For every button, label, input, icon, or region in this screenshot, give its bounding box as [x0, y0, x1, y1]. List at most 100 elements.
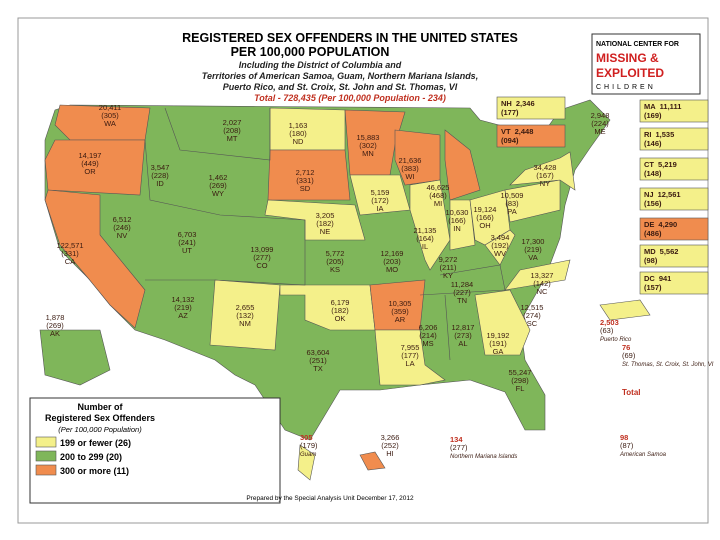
state-rate: (166) — [476, 213, 494, 222]
logo-text: NATIONAL CENTER FOR — [596, 41, 679, 48]
alaska — [39, 329, 111, 386]
title-line: REGISTERED SEX OFFENDERS IN THE UNITED S… — [182, 31, 518, 45]
vi-total: Total — [622, 388, 641, 397]
total: Total - 728,435 (Per 100,000 Population … — [254, 93, 446, 103]
state-count: 1,878 — [46, 313, 65, 322]
state-rate: (449) — [81, 159, 99, 168]
territory-count: 98 — [620, 433, 628, 442]
state-label: 10,305 (359) AR — [389, 299, 412, 324]
state-label: 21,636 (383) WI — [399, 156, 422, 181]
state-abbr: IL — [422, 242, 428, 251]
legend-box — [29, 397, 281, 504]
territory-rate: (63) — [600, 326, 614, 335]
callout-count: 12,561 — [658, 190, 681, 199]
state-rate: (203) — [383, 257, 401, 266]
territory-count: 305 — [300, 433, 313, 442]
callout-rate: (157) — [644, 283, 662, 292]
state-abbr: WY — [212, 189, 224, 198]
callout-label: MA 11,111 (169) — [644, 102, 681, 120]
title: REGISTERED SEX OFFENDERS IN THE UNITED S… — [182, 31, 518, 59]
state-label: 14,132 (219) AZ — [172, 295, 195, 320]
territory-rate: (69) — [622, 351, 636, 360]
state-count: 46,625 — [427, 183, 450, 192]
state-rate: (273) — [454, 331, 472, 340]
subtitle-line: Territories of American Samoa, Guam, Nor… — [202, 71, 478, 81]
state-border — [444, 294, 451, 361]
legend-swatch — [35, 464, 57, 476]
legend-swatch — [35, 436, 57, 448]
state-rate: (383) — [401, 164, 419, 173]
state-abbr: LA — [405, 359, 414, 368]
state-abbr: FL — [516, 384, 525, 393]
territory-count: 76 — [622, 343, 630, 352]
state-label: 19,124 (166) OH — [474, 205, 497, 230]
callout-box — [639, 217, 709, 241]
state-rate: (166) — [448, 216, 466, 225]
legend-item: 200 to 299 (20) — [60, 452, 122, 462]
states — [39, 99, 651, 481]
state-abbr: WV — [494, 249, 506, 258]
state-rate: (251) — [309, 356, 327, 365]
callout-abbr: MD — [644, 247, 656, 256]
state-abbr: PA — [507, 207, 516, 216]
legend-item: 300 or more (11) — [60, 466, 129, 476]
state-rate: (269) — [209, 181, 227, 190]
state-abbr: TX — [313, 364, 323, 373]
state-count: 17,300 — [522, 237, 545, 246]
state — [409, 179, 451, 271]
callout-box — [639, 187, 709, 211]
state-label: 46,625 (468) MI — [427, 183, 450, 208]
state-label: 12,169 (203) MO — [381, 249, 404, 274]
state-label: 2,712 (331) SD — [296, 168, 315, 193]
state-rate: (177) — [401, 351, 419, 360]
state-count: 11,284 — [451, 280, 473, 289]
state-abbr: WA — [104, 119, 116, 128]
state-label: 122,571 (331) CA — [56, 241, 83, 266]
callout-rate: (177) — [501, 108, 519, 117]
state-label: 1,878 (269) AK — [46, 313, 65, 338]
state-rate: (246) — [113, 223, 131, 232]
state-rate: (164) — [416, 234, 434, 243]
subtitle-line: Puerto Rico, and St. Croix, St. John and… — [223, 82, 458, 92]
state-abbr: CO — [256, 261, 267, 270]
state-label: 2,027 (208) MT — [223, 118, 242, 143]
state-label: 21,135 (164) IL — [414, 226, 437, 251]
callout-label: VT 2,448 (094) — [501, 127, 533, 145]
state-abbr: KY — [443, 271, 453, 280]
callout-abbr: VT — [501, 127, 511, 136]
state-count: 19,192 — [487, 331, 510, 340]
state-abbr: MS — [422, 339, 433, 348]
state-abbr: OR — [84, 167, 96, 176]
state-rate: (298) — [511, 376, 529, 385]
state-label: 3,494 (192) WV — [491, 233, 510, 258]
state-count: 19,124 — [474, 205, 497, 214]
footnote: Prepared by the Special Analysis Unit De… — [246, 495, 414, 502]
legend-item: 199 or fewer (26) — [60, 438, 131, 448]
callout-abbr: MA — [644, 102, 656, 111]
callout-label: RI 1,535 (146) — [644, 130, 674, 148]
state-abbr: OK — [335, 314, 346, 323]
territory-rate: (179) — [300, 441, 318, 450]
state-count: 3,266 — [381, 433, 400, 442]
legend-title: Registered Sex Offenders — [45, 413, 155, 423]
territory-name: American Samoa — [619, 452, 667, 458]
state-abbr: IN — [453, 224, 461, 233]
state-count: 3,547 — [151, 163, 170, 172]
puerto-rico — [599, 299, 651, 321]
state-count: 34,428 — [534, 163, 557, 172]
callout-label: NH 2,346 (177) — [501, 99, 535, 117]
state-abbr: NC — [537, 287, 548, 296]
state-count: 6,179 — [331, 298, 350, 307]
state-label: 10,630 (166) IN — [446, 208, 469, 233]
state-rate: (241) — [178, 238, 196, 247]
territories: 305 (179) Guam 134 (277) Northern Mariana Isl… — [300, 318, 714, 460]
state — [444, 129, 481, 201]
state-count: 1,163 — [289, 121, 308, 130]
callout-abbr: RI — [644, 130, 652, 139]
state-label: 11,284 (227) TN — [451, 280, 473, 305]
title-line: PER 100,000 POPULATION — [231, 45, 390, 59]
state-abbr: NE — [320, 227, 330, 236]
logo-text: EXPLOITED — [596, 66, 664, 80]
state-count: 2,948 — [591, 111, 610, 120]
state-count: 122,571 — [56, 241, 83, 250]
